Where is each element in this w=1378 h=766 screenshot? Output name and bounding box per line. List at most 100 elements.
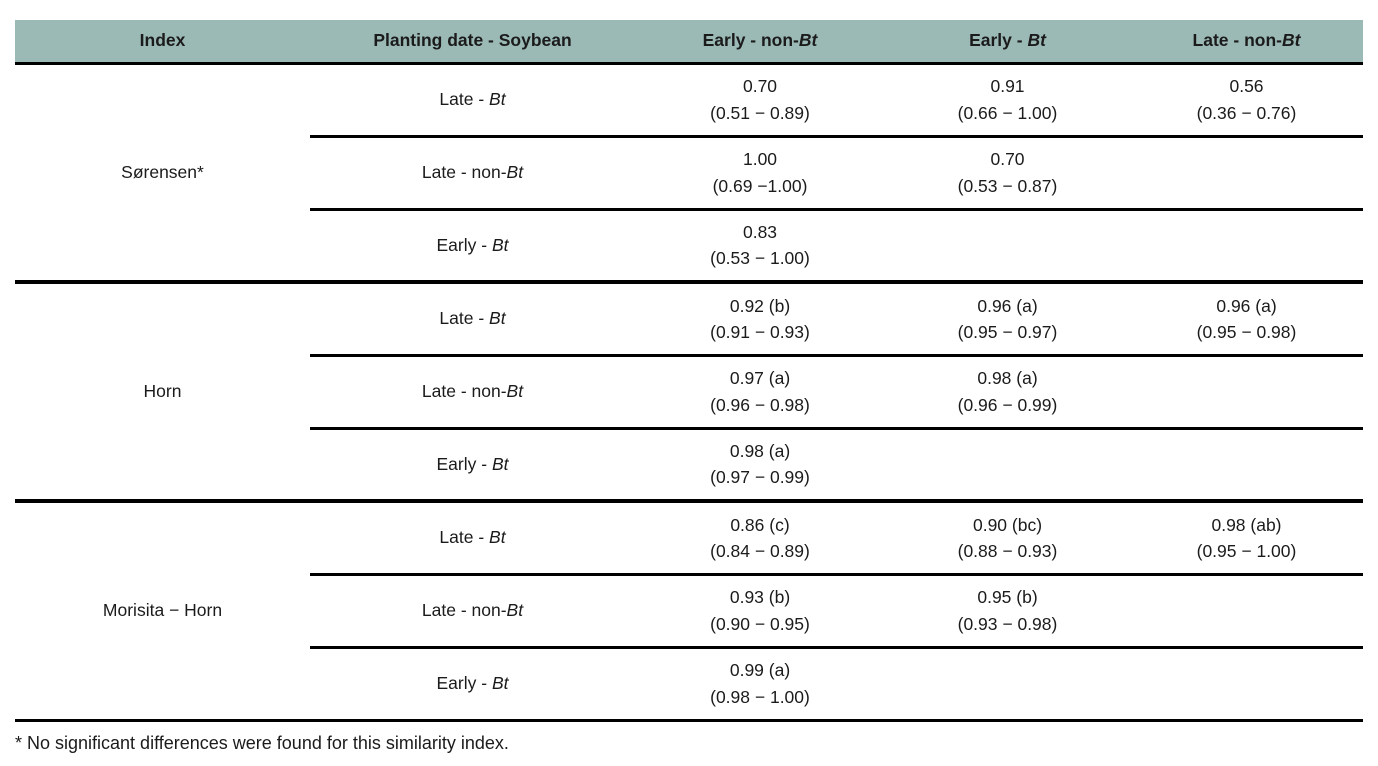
planting-date-label: Late - non-Bt — [310, 574, 635, 649]
header-row: Index Planting date - Soybean Early - no… — [15, 20, 1363, 65]
col-header-late-non-bt: Late - non-Bt — [1130, 20, 1363, 65]
col-header-label: Early - — [969, 30, 1028, 51]
table-row: Horn Late - Bt 0.92 (b) (0.91 − 0.93) 0.9… — [15, 282, 1363, 503]
table-cell: 0.95 (b) (0.93 − 0.98) — [885, 574, 1130, 649]
table-row: Late - non-Bt 1.00 (0.69 −1.00) 0.70 (0.53… — [15, 136, 1363, 211]
table-cell: 0.90 (bc) (0.88 − 0.93) — [885, 501, 1130, 576]
cell-value: 0.83 — [742, 222, 778, 242]
cell-value: 0.90 (bc) — [972, 514, 1043, 535]
table-cell: 1.00 (0.69 −1.00) — [635, 136, 885, 211]
table-cell: 0.56 (0.36 − 0.76) — [1130, 63, 1363, 138]
table-cell: 0.98 (a) (0.96 − 0.99) — [885, 355, 1130, 430]
cell-value: 0.96 (a) — [977, 295, 1038, 316]
table-cell — [885, 428, 1130, 503]
table-cell — [1130, 209, 1363, 284]
cell-ci-range: (0.96 − 0.99) — [957, 394, 1058, 415]
table-cell: 0.99 (a) (0.98 − 1.00) — [635, 647, 885, 722]
table-cell: 0.96 (a) (0.95 − 0.97) — [885, 282, 1130, 357]
col-header-label: Early - non- — [702, 30, 799, 51]
planting-date-label: Early - Bt — [310, 428, 635, 503]
cell-ci-range: (0.91 − 0.93) — [710, 321, 810, 342]
table-row: Early - Bt 0.99 (a) (0.98 − 1.00) — [15, 647, 1363, 722]
table-cell: 0.70 (0.53 − 0.87) — [885, 136, 1130, 211]
table-cell — [1130, 574, 1363, 649]
table-row: Morisita − Horn Late - Bt 0.86 (c) (0.84 … — [15, 501, 1363, 722]
planting-date-label: Late - Bt — [310, 501, 635, 576]
table-cell: 0.98 (ab) (0.95 − 1.00) — [1130, 501, 1363, 576]
cell-ci-range: (0.95 − 0.98) — [1196, 321, 1297, 342]
cell-ci-range: (0.98 − 1.00) — [710, 686, 810, 707]
footnote: * No significant differences were found … — [15, 732, 509, 753]
table-cell — [1130, 136, 1363, 211]
table-row: Early - Bt 0.83 (0.53 − 1.00) — [15, 209, 1363, 284]
table-cell — [885, 647, 1130, 722]
table-row: Late - non-Bt 0.93 (b) (0.90 − 0.95) 0.95… — [15, 574, 1363, 649]
cell-value: 0.98 (a) — [977, 368, 1038, 389]
table-cell: 0.91 (0.66 − 1.00) — [885, 63, 1130, 138]
planting-date-label: Early - Bt — [310, 209, 635, 284]
planting-date-label: Late - non-Bt — [310, 136, 635, 211]
table-cell — [885, 209, 1130, 284]
col-header-index: Index — [15, 20, 310, 65]
planting-date-label: Late - Bt — [310, 63, 635, 138]
cell-value: 0.95 (b) — [977, 587, 1038, 608]
cell-value: 0.98 (a) — [729, 441, 791, 461]
cell-ci-range: (0.84 − 0.89) — [710, 540, 810, 561]
cell-value: 0.91 — [990, 76, 1025, 97]
col-header-early-non-bt: Early - non-Bt — [635, 20, 885, 65]
table-row: Early - Bt 0.98 (a) (0.97 − 0.99) — [15, 428, 1363, 503]
cell-ci-range: (0.53 − 0.87) — [957, 175, 1058, 196]
cell-ci-range: (0.97 − 0.99) — [710, 467, 810, 488]
planting-date-label: Late - non-Bt — [310, 355, 635, 430]
cell-value: 0.99 (a) — [729, 660, 791, 681]
cell-value: 0.93 (b) — [729, 587, 791, 608]
cell-value: 0.98 (ab) — [1211, 514, 1282, 535]
cell-value: 0.70 — [742, 76, 778, 97]
cell-ci-range: (0.96 − 0.98) — [710, 394, 810, 415]
cell-value: 0.96 (a) — [1216, 295, 1277, 316]
planting-date-label: Early - Bt — [310, 647, 635, 722]
table-cell: 0.86 (c) (0.84 − 0.89) — [635, 501, 885, 576]
cell-ci-range: (0.90 − 0.95) — [710, 613, 810, 634]
col-header-early-bt: Early - Bt — [885, 20, 1130, 65]
index-label: Sørensen* — [15, 63, 310, 284]
index-group-sorensen: Sørensen* Late - Bt 0.70 (0.51 − 0.89) 0.… — [15, 63, 1363, 284]
index-label: Horn — [15, 282, 310, 503]
table-cell: 0.97 (a) (0.96 − 0.98) — [635, 355, 885, 430]
table-cell: 0.98 (a) (0.97 − 0.99) — [635, 428, 885, 503]
table-cell — [1130, 647, 1363, 722]
cell-ci-range: (0.53 − 1.00) — [710, 248, 810, 269]
planting-date-label: Late - Bt — [310, 282, 635, 357]
cell-value: 0.70 — [990, 149, 1025, 170]
cell-ci-range: (0.36 − 0.76) — [1196, 102, 1297, 123]
table-cell — [1130, 355, 1363, 430]
cell-ci-range: (0.51 − 0.89) — [710, 102, 810, 123]
cell-value: 0.86 (c) — [730, 514, 790, 535]
cell-ci-range: (0.88 − 0.93) — [957, 540, 1058, 561]
col-header-label: Index — [139, 30, 186, 51]
col-header-label: Late - non- — [1192, 30, 1282, 51]
col-header-label-italic: Bt — [1281, 30, 1301, 51]
cell-ci-range: (0.69 −1.00) — [712, 175, 808, 196]
cell-ci-range: (0.66 − 1.00) — [957, 102, 1058, 123]
cell-ci-range: (0.95 − 1.00) — [1196, 540, 1297, 561]
table-cell: 0.93 (b) (0.90 − 0.95) — [635, 574, 885, 649]
index-label: Morisita − Horn — [15, 501, 310, 722]
cell-ci-range: (0.95 − 0.97) — [957, 321, 1058, 342]
table-cell — [1130, 428, 1363, 503]
table-cell: 0.83 (0.53 − 1.00) — [635, 209, 885, 284]
col-header-label: Planting date - Soybean — [373, 30, 572, 51]
table-row: Late - non-Bt 0.97 (a) (0.96 − 0.98) 0.98… — [15, 355, 1363, 430]
cell-value: 1.00 — [742, 149, 778, 170]
cell-value: 0.97 (a) — [729, 368, 791, 389]
col-header-label-italic: Bt — [1027, 30, 1046, 51]
col-header-planting-date: Planting date - Soybean — [310, 20, 635, 65]
cell-value: 0.92 (b) — [729, 295, 791, 316]
table-cell: 0.96 (a) (0.95 − 0.98) — [1130, 282, 1363, 357]
cell-ci-range: (0.93 − 0.98) — [957, 613, 1058, 634]
table-cell: 0.70 (0.51 − 0.89) — [635, 63, 885, 138]
similarity-index-table: Index Planting date - Soybean Early - no… — [15, 20, 1363, 722]
table-row: Sørensen* Late - Bt 0.70 (0.51 − 0.89) 0.… — [15, 63, 1363, 284]
table-cell: 0.92 (b) (0.91 − 0.93) — [635, 282, 885, 357]
